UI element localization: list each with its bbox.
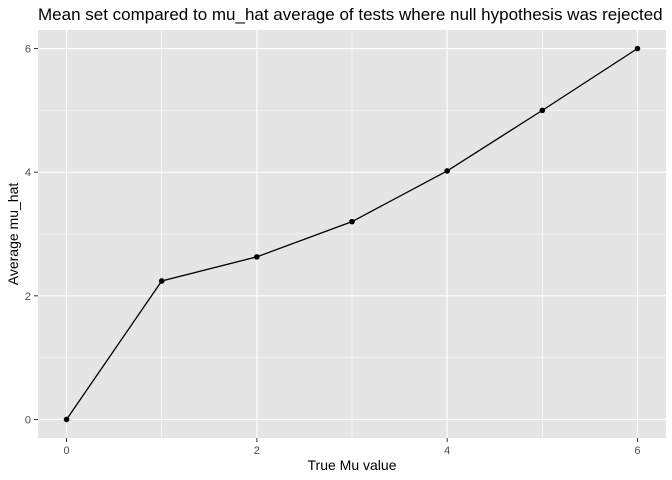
tick-layer: 0 2 4 6 0 2 4 6 <box>25 44 641 457</box>
series-layer <box>63 45 641 423</box>
data-point <box>349 218 355 225</box>
data-point <box>444 168 450 174</box>
x-tick-label: 2 <box>254 445 260 457</box>
y-tick-label: 6 <box>25 44 31 56</box>
x-tick-label: 0 <box>63 445 69 457</box>
data-point <box>158 278 165 284</box>
data-point <box>63 416 70 423</box>
y-tick-label: 0 <box>25 414 31 426</box>
x-tick-label: 4 <box>444 445 450 457</box>
y-tick-label: 2 <box>25 291 31 303</box>
major-grid <box>38 30 666 438</box>
x-axis-label: True Mu value <box>308 457 397 473</box>
x-tick-label: 6 <box>634 445 640 457</box>
data-point <box>634 45 641 52</box>
chart-title: Mean set compared to mu_hat average of t… <box>38 5 663 24</box>
data-point <box>539 107 546 114</box>
minor-grid <box>38 30 666 438</box>
data-point <box>254 254 260 260</box>
y-axis-label: Average mu_hat <box>5 183 21 286</box>
y-tick-label: 4 <box>25 167 31 179</box>
